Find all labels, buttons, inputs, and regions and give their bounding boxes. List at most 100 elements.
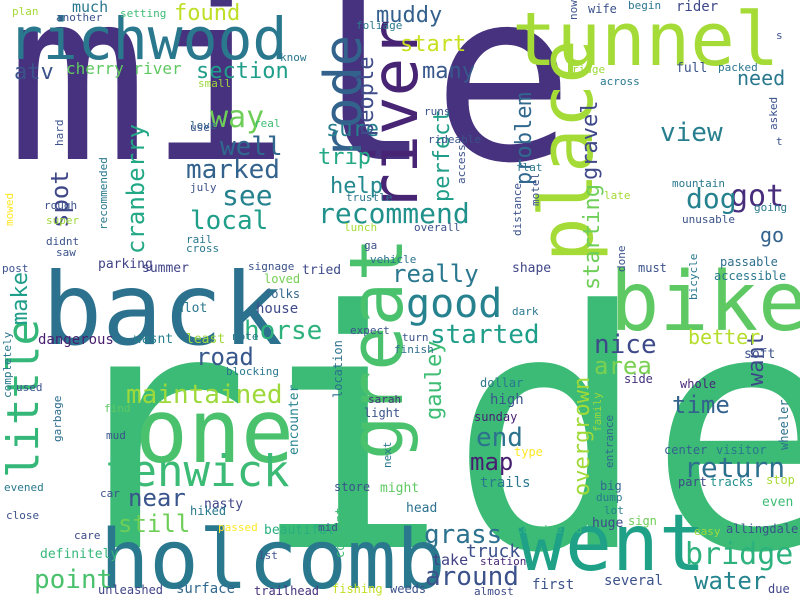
word-passed: passed (218, 521, 258, 534)
word-access: access (455, 144, 468, 184)
word-wheeler: wheeler (777, 399, 791, 450)
word-see: see (222, 179, 273, 212)
word-blocking: blocking (226, 365, 279, 378)
word-house: house (256, 301, 299, 317)
word-better: better (688, 325, 761, 349)
word-huge: huge (592, 516, 624, 531)
word-trails: trails (480, 475, 531, 491)
word-mile: mile (6, 0, 575, 215)
word-bike: bike (610, 255, 800, 350)
word-recommend: recommend (318, 197, 470, 230)
word-atv: atv (14, 60, 54, 85)
word-richwood: richwood (8, 5, 288, 73)
word-station: station (480, 555, 527, 568)
word-sure: sure (326, 117, 379, 142)
word-started: started (430, 320, 540, 350)
word-late: late (604, 189, 631, 202)
word-rail: rail (186, 233, 213, 246)
word-wife: wife (588, 2, 617, 16)
word-completely: completely (1, 331, 14, 398)
word-dark: dark (512, 305, 539, 318)
word-bicycle: bicycle (687, 253, 700, 300)
word-easy: easy (694, 525, 721, 538)
word-evened: evened (4, 481, 44, 494)
word-view: view (660, 118, 723, 148)
word-motel: motel (529, 172, 542, 206)
word-mountain: mountain (672, 177, 725, 190)
word-unleashed: unleashed (98, 583, 164, 597)
word-recommended: recommended (97, 157, 110, 230)
word-entrance: entrance (603, 415, 616, 468)
word-full: full (676, 61, 708, 76)
word-grass: grass (424, 520, 503, 550)
word-trip: trip (318, 145, 371, 170)
word-accessible: accessible (714, 269, 787, 283)
word-garbage: garbage (51, 395, 64, 442)
word-water: water (694, 567, 767, 595)
word-sign: sign (628, 514, 657, 528)
word-one: one (135, 380, 294, 483)
word-real: real (254, 117, 281, 130)
word-mud: mud (106, 429, 126, 442)
word-got: got (730, 179, 785, 214)
word-location: location (331, 340, 345, 398)
word-area: area (594, 352, 652, 380)
word-saw: saw (56, 246, 76, 259)
word-well: well (220, 132, 283, 162)
word-surface: surface (176, 581, 236, 597)
word-cranberry: cranberry (122, 123, 150, 254)
word-across: across (600, 75, 640, 88)
word-encounter: encounter (287, 384, 302, 455)
word-help: help (330, 174, 383, 199)
word-mid: mid (318, 521, 338, 534)
word-return: return (684, 451, 786, 484)
word-hard: hard (53, 119, 66, 147)
word-maintained: maintained (126, 380, 283, 410)
word-lunch: lunch (344, 221, 378, 234)
word-rider: rider (676, 0, 719, 15)
word-must: must (638, 261, 667, 275)
word-fishing: fishing (332, 582, 383, 596)
word-sarah: sarah (368, 393, 402, 406)
word-finish: finish (394, 343, 434, 356)
word-ride: ride (52, 241, 800, 600)
word-make: make (8, 272, 33, 325)
word-found: found (174, 1, 241, 26)
word-done: done (615, 245, 628, 273)
word-fenwick: fenwick (104, 446, 290, 497)
word-expect: expect (350, 324, 390, 337)
word-rideable: rideable (428, 133, 481, 146)
word-point: point (34, 565, 113, 595)
word-tried: tried (302, 263, 342, 278)
word-considered: considered (516, 523, 583, 536)
word-soft: soft (744, 347, 776, 362)
word-folks: folks (264, 287, 301, 301)
word-overall: overall (414, 221, 461, 234)
word-section: section (196, 59, 289, 84)
word-family: family (591, 392, 604, 432)
word-tracks: tracks (710, 475, 754, 489)
word-tunnel: tunnel (512, 0, 780, 83)
word-dollar: dollar (480, 376, 524, 390)
word-t: t (776, 135, 783, 148)
word-nice: nice (594, 330, 657, 360)
word-center: center (664, 443, 708, 457)
word-passable: passable (720, 255, 778, 269)
word-sunday: sunday (474, 410, 518, 424)
word-parking: parking (98, 257, 153, 272)
word-take: take (432, 551, 469, 569)
word-bridge: bridge (685, 537, 794, 572)
word-foliage: foliage (356, 19, 403, 32)
word-perfect: perfect (430, 109, 455, 202)
word-start: start (400, 32, 467, 57)
word-post: post (2, 262, 29, 275)
word-super: super (46, 214, 80, 227)
word-need: need (737, 66, 786, 90)
word-ga: ga (364, 239, 378, 252)
word-runs: runs (424, 105, 451, 118)
word-type: type (514, 445, 543, 459)
word-local: local (190, 206, 269, 236)
word-beautiful: beautiful (264, 523, 335, 538)
word-head: head (406, 501, 438, 516)
